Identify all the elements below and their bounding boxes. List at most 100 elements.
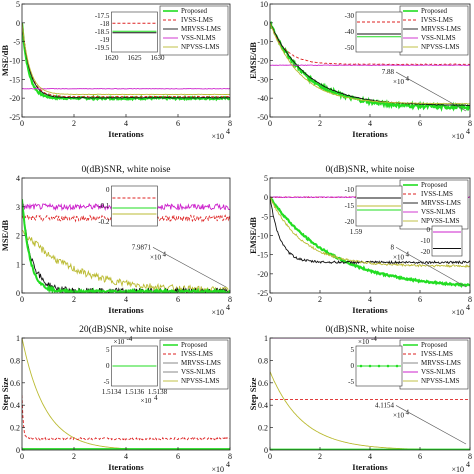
y-axis-label: Step Size: [248, 377, 258, 410]
annotation-multiplier: ×10: [393, 253, 404, 261]
legend-entry: NPVSS-LMS: [421, 217, 460, 225]
inset-y-tick-label: 0: [351, 362, 355, 370]
annotation-label: 8: [391, 243, 395, 251]
x-tick-label: 6: [418, 295, 422, 304]
x-axis-label: Iterations: [352, 305, 388, 315]
annotation-pointer: [152, 247, 227, 288]
legend: ProposedIVSS-LMSMRVSS-LMSVSS-NLMSNPVSS-L…: [399, 179, 469, 230]
inset-zoom: -30 -40 -50: [345, 11, 403, 53]
legend-entry: IVSS-LMS: [181, 350, 213, 358]
legend-entry: Proposed: [181, 7, 208, 15]
legend-entry: MRVSS-LMS: [421, 199, 461, 207]
legend: ProposedIVSS-LMSMRVSS-LMSVSS-NLMSNPVSS-L…: [159, 5, 229, 56]
series-line-npvss-lms: [22, 22, 230, 96]
inset-x-tick-label: 1.5136: [125, 388, 145, 396]
inset-y-tick-label: -17.5: [95, 12, 110, 20]
y-tick-label: 1: [264, 334, 268, 343]
y-tick-label: 10: [260, 0, 268, 9]
x-axis-label: Iterations: [108, 129, 144, 139]
inset-marker: [368, 364, 372, 368]
y-tick-label: 2: [16, 232, 20, 241]
series-line-ivss-lms: [22, 214, 230, 223]
y-tick-label: -20: [257, 270, 268, 279]
inset-x-tick-label: 1625: [127, 54, 142, 62]
inset-y-tick-label: -0.2: [98, 218, 110, 226]
series-line-ivss-lms: [22, 395, 230, 442]
y-tick-label: -15: [257, 251, 268, 260]
annotation-multiplier-exp: 4: [406, 75, 410, 83]
annotation-pointer: [395, 247, 467, 288]
legend-entry: Proposed: [421, 341, 448, 349]
annotation-label: 7.9871: [132, 243, 152, 251]
x-tick-label: 4: [368, 119, 372, 128]
inset-x-tick-label: 1.59: [350, 228, 363, 236]
y-tick-label: 0.8: [258, 356, 268, 365]
legend-entry: VSS-NLMS: [421, 34, 456, 42]
series-line-npvss-lms: [270, 196, 470, 268]
series-line-ivss-lms: [22, 22, 230, 98]
series-group: [22, 22, 230, 102]
inset-y-tick-label: -19.5: [95, 44, 110, 52]
y-tick-label: 0.2: [258, 424, 268, 433]
series-line-proposed: [270, 196, 470, 288]
y-tick-label: -20: [9, 94, 20, 103]
legend-entry: MRVSS-LMS: [181, 25, 221, 33]
inset-y-tick-label: -18.5: [95, 28, 110, 36]
y-tick-label: 0.2: [10, 424, 20, 433]
inset-multiplier-exp: -4: [126, 335, 132, 343]
series-group: [270, 21, 470, 113]
y-axis-label: MSE/dB: [0, 220, 10, 252]
legend-entry: NPVSS-LMS: [421, 377, 460, 385]
inset-marker: [386, 364, 390, 368]
y-tick-label: -5: [13, 38, 20, 47]
inset-y-tick-label: -5: [348, 378, 354, 386]
x-tick-label: 2: [72, 119, 76, 128]
y-axis-label: EMSE/dB: [248, 42, 258, 79]
x-tick-label: 4: [124, 119, 128, 128]
y-tick-label: 0.6: [258, 379, 268, 388]
annotation-label: 4.1154: [375, 401, 394, 409]
inset-frame: [111, 11, 158, 53]
y-tick-label: 5: [264, 174, 268, 183]
legend-entry: MRVSS-LMS: [421, 25, 461, 33]
y-tick-label: 4: [16, 174, 20, 183]
y-tick-label: 0: [16, 19, 20, 28]
x-tick-label: 2: [318, 295, 322, 304]
inset-x-tick-label: 1630: [150, 54, 165, 62]
x-multiplier: ×10: [211, 308, 224, 317]
chart-title: 0(dB)SNR, white noise: [82, 164, 171, 175]
series-line-npvss-lms: [270, 22, 470, 105]
x-tick-label: 4: [124, 452, 128, 461]
x-tick-label: 6: [176, 295, 180, 304]
inset-x-tick-label: 1.5134: [102, 388, 122, 396]
inset-zoom: -10 -15 -20 1.59: [345, 185, 403, 236]
legend: ProposedIVSS-LMSMRVSS-LMSVSS-NLMSNPVSS-L…: [399, 339, 469, 390]
x-multiplier-exp: 4: [226, 303, 230, 312]
inset-y-tick-label: 5: [351, 346, 355, 354]
inset-multiplier: ×10: [358, 338, 369, 346]
x-tick-label: 0: [268, 295, 272, 304]
legend-entry: Proposed: [421, 181, 448, 189]
inset-y-tick-label: -10: [345, 186, 355, 194]
inset-x-multiplier: ×10: [140, 397, 151, 405]
y-tick-label: -5: [261, 212, 268, 221]
x-tick-label: 8: [228, 452, 232, 461]
inset-y-tick-label: 5: [106, 346, 110, 354]
y-tick-label: 5: [16, 0, 20, 9]
inset-y-tick-label: 0: [427, 226, 431, 234]
inset-zoom: 0 -0.1 -0.2: [98, 185, 158, 227]
inset-y-tick-label: -18: [100, 20, 110, 28]
x-tick-label: 2: [72, 452, 76, 461]
chart-panel-4: 0(dB)SNR, white noise 0 2 4 6 8 -25 -20 -15 -10 -5…: [248, 164, 472, 317]
y-axis-label: EMSE/dB: [248, 217, 258, 254]
y-tick-label: -25: [9, 113, 20, 122]
x-tick-label: 0: [20, 295, 24, 304]
inset-x-tick-label: 1.5138: [148, 388, 168, 396]
legend-entry: NPVSS-LMS: [181, 43, 220, 51]
x-tick-label: 8: [228, 119, 232, 128]
x-tick-label: 0: [268, 119, 272, 128]
legend-entry: Proposed: [181, 341, 208, 349]
legend-entry: NPVSS-LMS: [421, 43, 460, 51]
x-axis-label: Iterations: [352, 462, 388, 472]
